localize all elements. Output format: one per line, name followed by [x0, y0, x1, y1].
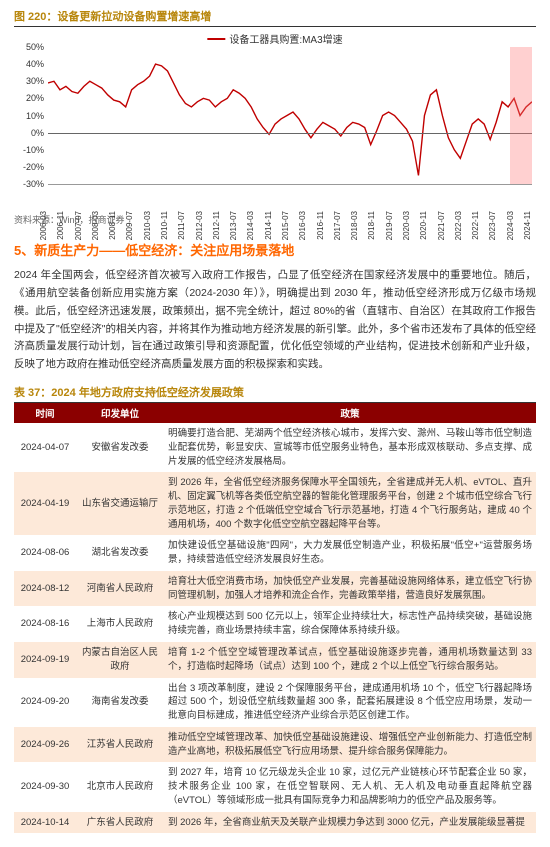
- cell-policy: 明确要打造合肥、芜湖两个低空经济核心城市，发挥六安、滁州、马鞍山等市低空制造业配…: [164, 423, 536, 472]
- x-tick-label: 2021-07: [437, 211, 446, 240]
- cell-org: 安徽省发改委: [76, 423, 164, 472]
- cell-date: 2024-04-19: [14, 472, 76, 535]
- cell-policy: 到 2026 年，全省商业航天及关联产业规模力争达到 3000 亿元，产业发展能…: [164, 812, 536, 834]
- policy-table: 时间 印发单位 政策 2024-04-07安徽省发改委明确要打造合肥、芜湖两个低…: [14, 403, 536, 833]
- cell-org: 海南省发改委: [76, 678, 164, 727]
- table-row: 2024-09-20海南省发改委出台 3 项改革制度，建设 2 个保障服务平台，…: [14, 678, 536, 727]
- cell-policy: 出台 3 项改革制度，建设 2 个保障服务平台，建成通用机场 10 个，低空飞行…: [164, 678, 536, 727]
- x-tick-label: 2010-11: [160, 211, 169, 240]
- y-tick-label: -20%: [23, 162, 44, 172]
- col-org: 印发单位: [76, 403, 164, 423]
- plot-area: -30%-20%-10%0%10%20%30%40%50%: [48, 47, 532, 185]
- cell-date: 2024-10-14: [14, 812, 76, 834]
- x-tick-label: 2022-11: [471, 211, 480, 240]
- x-tick-label: 2012-03: [195, 211, 204, 240]
- cell-org: 河南省人民政府: [76, 571, 164, 607]
- cell-date: 2024-09-30: [14, 762, 76, 811]
- x-tick-label: 2020-03: [402, 211, 411, 240]
- cell-policy: 加快建设低空基础设施"四网"，大力发展低空制造产业，积极拓展"低空+"运营服务场…: [164, 535, 536, 571]
- x-tick-label: 2012-11: [212, 211, 221, 240]
- x-tick-label: 2006-11: [56, 211, 65, 240]
- table-row: 2024-04-07安徽省发改委明确要打造合肥、芜湖两个低空经济核心城市，发挥六…: [14, 423, 536, 472]
- x-tick-label: 2007-07: [74, 211, 83, 240]
- y-tick-label: 40%: [26, 59, 44, 69]
- section-heading: 5、新质生产力——低空经济：关注应用场景落地: [14, 240, 536, 259]
- y-tick-label: 30%: [26, 76, 44, 86]
- x-tick-label: 2014-11: [264, 211, 273, 240]
- x-tick-label: 2019-07: [385, 211, 394, 240]
- table-row: 2024-10-14广东省人民政府到 2026 年，全省商业航天及关联产业规模力…: [14, 812, 536, 834]
- x-tick-label: 2011-07: [177, 211, 186, 240]
- legend-text: 设备工器具购置:MA3增速: [229, 31, 342, 46]
- table-row: 2024-04-19山东省交通运输厅到 2026 年，全省低空经济服务保障水平全…: [14, 472, 536, 535]
- cell-date: 2024-09-26: [14, 727, 76, 763]
- cell-policy: 到 2026 年，全省低空经济服务保障水平全国领先，全省建成并无人机、eVTOL…: [164, 472, 536, 535]
- x-tick-label: 2016-03: [298, 211, 307, 240]
- y-tick-label: 50%: [26, 42, 44, 52]
- x-tick-label: 2024-03: [506, 211, 515, 240]
- table-row: 2024-09-26江苏省人民政府推动低空空域管理改革、加快低空基础设施建设、增…: [14, 727, 536, 763]
- y-tick-label: 0%: [31, 128, 44, 138]
- cell-date: 2024-09-19: [14, 642, 76, 678]
- x-axis-ticks: 2006-032006-112007-072008-032008-112009-…: [48, 185, 532, 211]
- y-tick-label: 10%: [26, 111, 44, 121]
- x-tick-label: 2006-03: [39, 211, 48, 240]
- table-title: 表 37：2024 年地方政府支持低空经济发展政策: [14, 384, 536, 403]
- line-series: [48, 47, 532, 184]
- cell-policy: 培育壮大低空消费市场，加快低空产业发展，完善基础设施网络体系，建立低空飞行协同管…: [164, 571, 536, 607]
- figure-title: 图 220：设备更新拉动设备购置增速高增: [14, 8, 536, 27]
- x-tick-label: 2013-07: [229, 211, 238, 240]
- y-tick-label: 20%: [26, 93, 44, 103]
- x-tick-label: 2018-03: [350, 211, 359, 240]
- table-row: 2024-09-19内蒙古自治区人民政府培育 1-2 个低空空域管理改革试点，低…: [14, 642, 536, 678]
- x-tick-label: 2015-07: [281, 211, 290, 240]
- x-tick-label: 2009-07: [125, 211, 134, 240]
- cell-org: 上海市人民政府: [76, 606, 164, 642]
- x-tick-label: 2017-07: [333, 211, 342, 240]
- y-tick-label: -30%: [23, 179, 44, 189]
- cell-org: 北京市人民政府: [76, 762, 164, 811]
- table-row: 2024-09-30北京市人民政府到 2027 年，培育 10 亿元级龙头企业 …: [14, 762, 536, 811]
- chart-legend: 设备工器具购置:MA3增速: [207, 31, 342, 46]
- cell-org: 广东省人民政府: [76, 812, 164, 834]
- x-tick-label: 2024-11: [523, 211, 532, 240]
- x-tick-label: 2016-11: [316, 211, 325, 240]
- x-tick-label: 2018-11: [367, 211, 376, 240]
- cell-policy: 培育 1-2 个低空空域管理改革试点，低空基础设施逐步完善，通用机场数量达到 3…: [164, 642, 536, 678]
- chart-container: 设备工器具购置:MA3增速 -30%-20%-10%0%10%20%30%40%…: [14, 31, 536, 211]
- table-row: 2024-08-16上海市人民政府核心产业规模达到 500 亿元以上，领军企业持…: [14, 606, 536, 642]
- x-tick-label: 2008-11: [108, 211, 117, 240]
- x-tick-label: 2020-11: [419, 211, 428, 240]
- cell-date: 2024-08-06: [14, 535, 76, 571]
- x-tick-label: 2008-03: [91, 211, 100, 240]
- cell-policy: 到 2027 年，培育 10 亿元级龙头企业 10 家，过亿元产业链核心环节配套…: [164, 762, 536, 811]
- cell-date: 2024-08-12: [14, 571, 76, 607]
- col-date: 时间: [14, 403, 76, 423]
- section-paragraph: 2024 年全国两会，低空经济首次被写入政府工作报告，凸显了低空经济在国家经济发…: [14, 267, 536, 374]
- x-tick-label: 2010-03: [143, 211, 152, 240]
- cell-org: 湖北省发改委: [76, 535, 164, 571]
- y-tick-label: -10%: [23, 145, 44, 155]
- cell-date: 2024-08-16: [14, 606, 76, 642]
- cell-org: 内蒙古自治区人民政府: [76, 642, 164, 678]
- table-row: 2024-08-12河南省人民政府培育壮大低空消费市场，加快低空产业发展，完善基…: [14, 571, 536, 607]
- legend-swatch: [207, 38, 225, 40]
- cell-org: 山东省交通运输厅: [76, 472, 164, 535]
- cell-org: 江苏省人民政府: [76, 727, 164, 763]
- cell-date: 2024-04-07: [14, 423, 76, 472]
- col-policy: 政策: [164, 403, 536, 423]
- x-tick-label: 2014-03: [246, 211, 255, 240]
- cell-date: 2024-09-20: [14, 678, 76, 727]
- cell-policy: 核心产业规模达到 500 亿元以上，领军企业持续壮大，标志性产品持续突破，基础设…: [164, 606, 536, 642]
- x-tick-label: 2023-07: [488, 211, 497, 240]
- x-tick-label: 2022-03: [454, 211, 463, 240]
- table-header-row: 时间 印发单位 政策: [14, 403, 536, 423]
- table-row: 2024-08-06湖北省发改委加快建设低空基础设施"四网"，大力发展低空制造产…: [14, 535, 536, 571]
- cell-policy: 推动低空空域管理改革、加快低空基础设施建设、增强低空产业创新能力、打造低空制造产…: [164, 727, 536, 763]
